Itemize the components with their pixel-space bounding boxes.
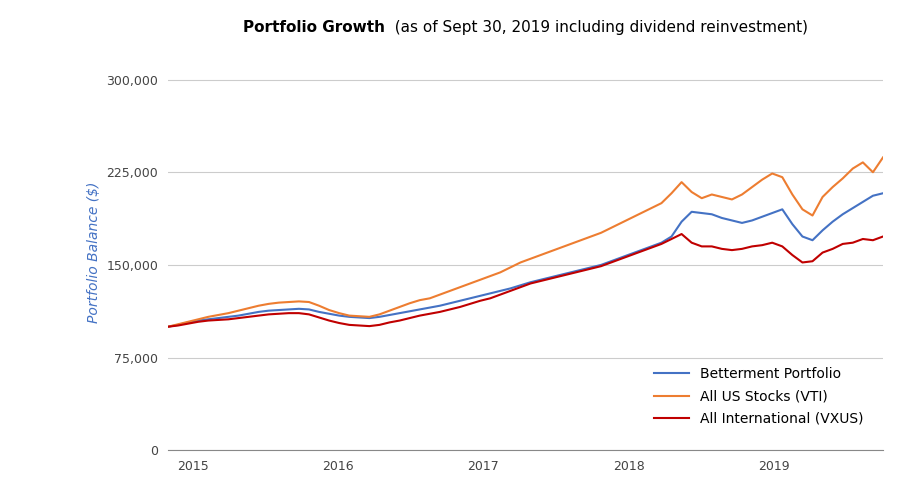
All US Stocks (VTI) [404, 300, 415, 306]
Betterment Portfolio [263, 308, 274, 314]
Line: Betterment Portfolio: Betterment Portfolio [168, 193, 883, 327]
All US Stocks (VTI) [877, 154, 888, 160]
Y-axis label: Portfolio Balance ($): Portfolio Balance ($) [87, 182, 101, 323]
Betterment Portfolio [566, 269, 577, 275]
All International (VXUS) [566, 270, 577, 276]
All US Stocks (VTI) [334, 310, 345, 316]
All International (VXUS) [616, 256, 627, 262]
Text: (as of Sept 30, 2019 including dividend reinvestment): (as of Sept 30, 2019 including dividend … [385, 20, 808, 35]
All US Stocks (VTI) [616, 220, 627, 226]
All International (VXUS) [676, 231, 687, 237]
All International (VXUS) [877, 234, 888, 240]
Line: All US Stocks (VTI): All US Stocks (VTI) [168, 157, 883, 327]
Legend: Betterment Portfolio, All US Stocks (VTI), All International (VXUS): Betterment Portfolio, All US Stocks (VTI… [648, 362, 869, 431]
Text: Portfolio Growth: Portfolio Growth [243, 20, 385, 35]
All US Stocks (VTI) [163, 324, 173, 330]
Line: All International (VXUS): All International (VXUS) [168, 234, 883, 327]
All International (VXUS) [404, 315, 415, 321]
All US Stocks (VTI) [646, 205, 656, 211]
Betterment Portfolio [646, 244, 656, 249]
All International (VXUS) [646, 245, 656, 250]
Betterment Portfolio [334, 313, 345, 319]
All US Stocks (VTI) [263, 301, 274, 307]
All International (VXUS) [163, 324, 173, 330]
Betterment Portfolio [404, 308, 415, 314]
All US Stocks (VTI) [566, 241, 577, 247]
Betterment Portfolio [163, 324, 173, 330]
All International (VXUS) [334, 320, 345, 326]
Betterment Portfolio [616, 254, 627, 260]
All International (VXUS) [263, 311, 274, 317]
Betterment Portfolio [877, 190, 888, 196]
